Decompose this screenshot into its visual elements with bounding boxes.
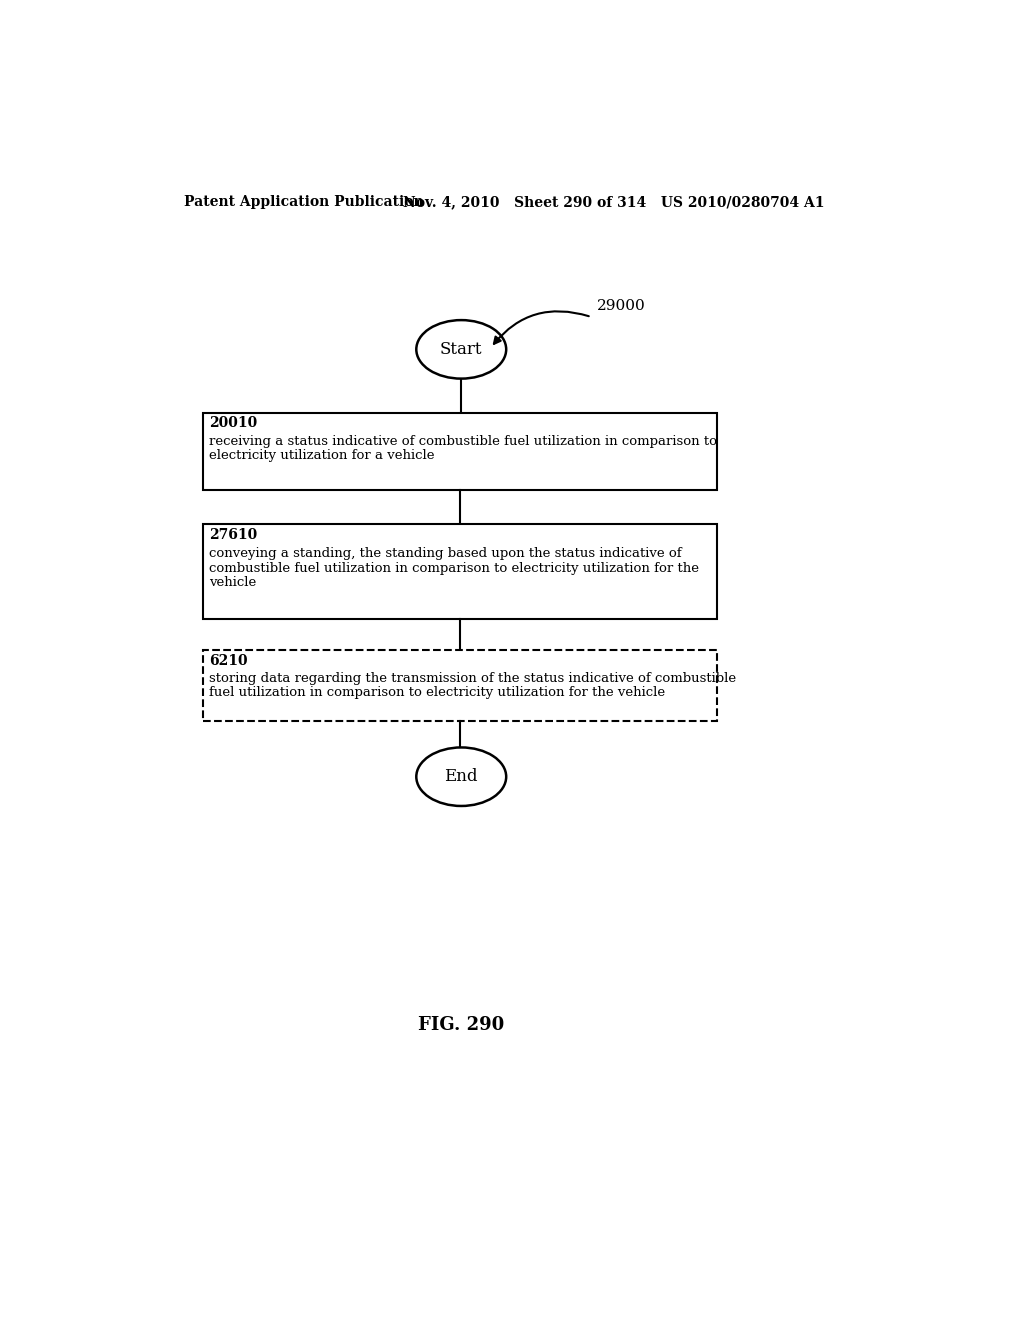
Bar [203,412,717,490]
Text: combustible fuel utilization in comparison to electricity utilization for the: combustible fuel utilization in comparis… [209,561,699,574]
Text: vehicle: vehicle [209,576,257,589]
Text: 27610: 27610 [209,528,258,543]
Text: 29000: 29000 [597,300,645,313]
Text: storing data regarding the transmission of the status indicative of combustible: storing data regarding the transmission … [209,672,736,685]
Text: Start: Start [440,341,482,358]
Bar [203,524,717,619]
Text: conveying a standing, the standing based upon the status indicative of: conveying a standing, the standing based… [209,546,682,560]
Text: receiving a status indicative of combustible fuel utilization in comparison to: receiving a status indicative of combust… [209,436,718,449]
Text: 20010: 20010 [209,416,258,430]
Text: electricity utilization for a vehicle: electricity utilization for a vehicle [209,449,435,462]
Text: fuel utilization in comparison to electricity utilization for the vehicle: fuel utilization in comparison to electr… [209,686,666,700]
Text: End: End [444,768,478,785]
Text: Patent Application Publication: Patent Application Publication [183,195,424,210]
Bar [203,649,717,721]
Text: FIG. 290: FIG. 290 [418,1015,505,1034]
Text: 6210: 6210 [209,655,248,668]
Text: Nov. 4, 2010   Sheet 290 of 314   US 2010/0280704 A1: Nov. 4, 2010 Sheet 290 of 314 US 2010/02… [403,195,824,210]
